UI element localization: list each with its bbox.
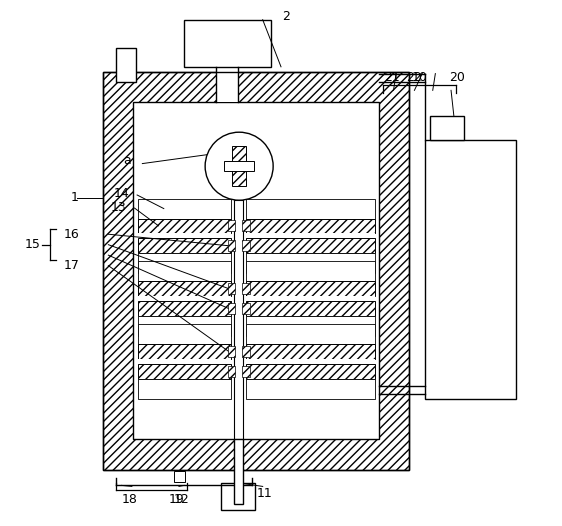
Bar <box>138 218 232 233</box>
Text: 18: 18 <box>121 493 137 506</box>
Bar <box>246 238 375 253</box>
Bar <box>246 364 375 379</box>
Bar <box>246 233 375 238</box>
Bar <box>246 379 375 399</box>
Bar <box>103 72 409 470</box>
Bar <box>246 281 375 296</box>
Bar <box>246 199 375 218</box>
Bar <box>246 261 375 281</box>
Bar <box>246 344 375 359</box>
Text: 22: 22 <box>406 71 422 84</box>
Bar <box>246 218 375 233</box>
Text: 2: 2 <box>282 9 290 23</box>
Bar <box>242 220 250 231</box>
Bar <box>116 48 136 83</box>
Bar <box>246 316 375 336</box>
Bar <box>138 261 232 281</box>
Bar <box>138 253 232 273</box>
Text: 16: 16 <box>64 228 80 241</box>
Bar <box>138 316 232 336</box>
Bar <box>242 303 250 314</box>
Bar <box>138 233 232 238</box>
Bar <box>246 301 375 316</box>
Text: 13: 13 <box>111 200 126 214</box>
Circle shape <box>205 132 273 200</box>
Text: 17: 17 <box>64 259 80 272</box>
Bar <box>216 67 238 103</box>
Bar <box>228 220 235 231</box>
Bar <box>228 240 235 251</box>
Text: 1: 1 <box>70 191 78 204</box>
Bar <box>138 238 232 253</box>
Text: 19: 19 <box>169 493 184 506</box>
Bar <box>228 346 235 357</box>
Bar <box>138 359 232 364</box>
Bar <box>184 19 270 67</box>
Bar <box>242 346 250 357</box>
Bar <box>174 471 185 482</box>
Bar <box>425 140 516 399</box>
Text: 15: 15 <box>25 238 40 251</box>
Bar <box>138 199 232 218</box>
Bar <box>242 240 250 251</box>
Bar <box>138 379 232 399</box>
Bar <box>138 364 232 379</box>
Bar <box>221 483 255 510</box>
Bar <box>430 116 464 140</box>
Bar <box>232 146 246 186</box>
Bar <box>228 303 235 314</box>
Bar <box>246 253 375 273</box>
Bar <box>246 324 375 344</box>
Bar <box>138 344 232 359</box>
Bar <box>228 283 235 294</box>
Bar <box>138 324 232 344</box>
Text: a: a <box>123 155 130 167</box>
Text: 14: 14 <box>114 187 129 200</box>
Bar <box>242 283 250 294</box>
Text: 10: 10 <box>412 71 428 84</box>
Bar <box>138 281 232 296</box>
Bar <box>133 103 379 439</box>
Bar <box>228 366 235 377</box>
Bar <box>138 301 232 316</box>
Bar <box>138 296 232 301</box>
Bar <box>103 72 409 470</box>
Text: 12: 12 <box>174 493 189 506</box>
Text: 21: 21 <box>384 71 400 84</box>
Text: 20: 20 <box>449 71 465 84</box>
Bar <box>246 359 375 364</box>
Bar <box>234 200 243 439</box>
Bar <box>242 366 250 377</box>
Bar <box>234 439 243 504</box>
Text: 11: 11 <box>256 487 272 500</box>
Bar <box>224 161 254 171</box>
Bar <box>246 296 375 301</box>
